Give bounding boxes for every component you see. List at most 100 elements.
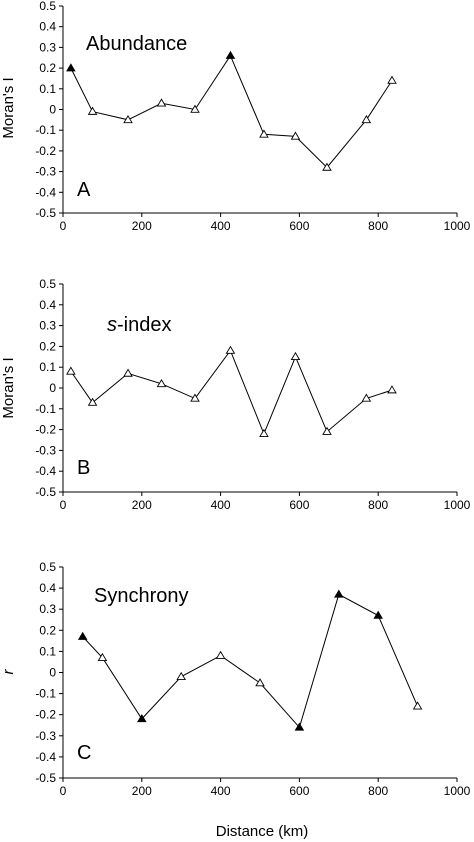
data-point	[190, 104, 200, 113]
data-point-significant	[66, 63, 76, 72]
data-point	[361, 393, 372, 402]
data-point	[123, 114, 133, 124]
panel-a-marks: 0.5 0.4 0.3 0.2 0.1 0 -0.1 -0.2 -0.3 -0.4 -0.5 0 200…	[35, 0, 470, 233]
data-point	[215, 650, 226, 659]
data-point-significant	[373, 610, 383, 619]
data-point	[156, 378, 167, 388]
x-tick-label: 200	[132, 784, 152, 798]
y-tick-label: 0.1	[39, 644, 56, 658]
panel-c-title: Synchrony	[94, 585, 189, 607]
y-tick-label: -0.1	[35, 402, 56, 416]
data-point	[412, 701, 423, 710]
data-point	[387, 385, 397, 394]
panel-a-title: Abundance	[86, 33, 187, 55]
y-tick-label: -0.2	[35, 708, 56, 722]
y-tick-label: -0.5	[35, 206, 56, 220]
x-tick-label: 800	[368, 219, 388, 233]
data-point	[97, 652, 108, 661]
x-tick-label: 600	[289, 498, 309, 512]
panel-b-marks: 0.5 0.4 0.3 0.2 0.1 0 -0.1 -0.2 -0.3 -0.4 -0.5 0 200…	[35, 277, 470, 512]
data-point-significant	[77, 631, 88, 640]
x-tick-label: 0	[60, 219, 67, 233]
y-tick-label: -0.5	[35, 485, 56, 499]
y-tick-label: -0.5	[35, 771, 56, 785]
y-tick-label: -0.2	[35, 423, 56, 437]
y-tick-label: -0.1	[35, 123, 56, 137]
y-tick-label: -0.4	[35, 185, 56, 199]
panel-a-label: A	[77, 179, 91, 201]
y-tick-label: 0.2	[39, 339, 56, 353]
data-point	[66, 366, 76, 375]
series-line	[70, 54, 393, 169]
y-tick-label: -0.1	[35, 687, 56, 701]
y-tick-label: -0.3	[35, 165, 56, 179]
x-tick-label: 1000	[444, 498, 471, 512]
panel-c-x-axis-title: Distance (km)	[216, 823, 309, 840]
x-tick-label: 600	[289, 219, 309, 233]
panel-b: 0.5 0.4 0.3 0.2 0.1 0 -0.1 -0.2 -0.3 -0.4 -0.5 0 200…	[0, 277, 471, 512]
data-point	[361, 114, 372, 124]
panel-c-label: C	[77, 742, 91, 764]
data-point	[156, 98, 167, 107]
y-tick-label: -0.4	[35, 750, 56, 764]
y-tick-label: 0	[49, 103, 56, 117]
panel-b-title: s-index	[107, 314, 171, 336]
data-point	[190, 393, 200, 402]
panel-c-y-axis-title: r	[0, 669, 17, 675]
data-point	[87, 106, 98, 115]
data-point	[259, 428, 269, 438]
y-tick-label: 0.3	[39, 319, 56, 333]
x-tick-label: 0	[60, 784, 67, 798]
x-tick-label: 400	[211, 784, 231, 798]
panel-b-title-italic: s	[107, 314, 117, 336]
y-tick-label: 0.5	[39, 277, 56, 291]
y-tick-label: 0.2	[39, 61, 56, 75]
y-tick-label: -0.4	[35, 464, 56, 478]
data-point-significant	[137, 714, 147, 723]
data-point-significant	[294, 722, 305, 731]
panel-b-label: B	[77, 457, 90, 479]
y-tick-label: -0.3	[35, 729, 56, 743]
x-tick-label: 1000	[444, 219, 471, 233]
y-tick-label: -0.3	[35, 443, 56, 457]
data-point	[225, 345, 236, 354]
x-tick-label: 400	[211, 498, 231, 512]
y-tick-label: 0.4	[39, 20, 56, 34]
panel-b-title-rest: -index	[117, 314, 171, 336]
y-tick-label: 0.5	[39, 0, 56, 13]
y-tick-label: 0.4	[39, 298, 56, 312]
x-tick-label: 800	[368, 784, 388, 798]
y-tick-label: 0.3	[39, 602, 56, 616]
x-tick-label: 800	[368, 498, 388, 512]
y-tick-label: -0.2	[35, 144, 56, 158]
y-tick-label: 0	[49, 381, 56, 395]
panel-a: 0.5 0.4 0.3 0.2 0.1 0 -0.1 -0.2 -0.3 -0.4 -0.5 0 200…	[0, 0, 471, 233]
data-point	[259, 129, 269, 138]
data-point	[176, 671, 186, 680]
panel-b-y-axis-title: Moran's I	[0, 357, 17, 418]
data-point	[123, 368, 133, 377]
y-tick-label: 0	[49, 666, 56, 680]
data-point	[322, 162, 332, 171]
x-tick-label: 400	[211, 219, 231, 233]
y-tick-label: 0.1	[39, 82, 56, 96]
data-point-significant	[334, 589, 344, 598]
y-tick-label: 0.3	[39, 40, 56, 54]
data-point	[290, 351, 301, 361]
series-line	[82, 593, 419, 729]
panel-a-y-axis-title: Moran's I	[0, 77, 17, 138]
panel-c-marks: 0.5 0.4 0.3 0.2 0.1 0 -0.1 -0.2 -0.3 -0.4 -0.5 0 200…	[35, 560, 470, 798]
data-point	[322, 426, 332, 435]
y-tick-label: 0.4	[39, 581, 56, 595]
y-tick-label: 0.2	[39, 623, 56, 637]
y-tick-label: 0.5	[39, 560, 56, 574]
x-tick-label: 1000	[444, 784, 471, 798]
data-point-significant	[225, 50, 236, 59]
data-point	[387, 75, 397, 84]
panel-c: 0.5 0.4 0.3 0.2 0.1 0 -0.1 -0.2 -0.3 -0.4 -0.5 0 200…	[0, 560, 471, 840]
x-tick-label: 200	[132, 219, 152, 233]
series-line	[70, 349, 393, 436]
x-tick-label: 0	[60, 498, 67, 512]
x-tick-label: 200	[132, 498, 152, 512]
